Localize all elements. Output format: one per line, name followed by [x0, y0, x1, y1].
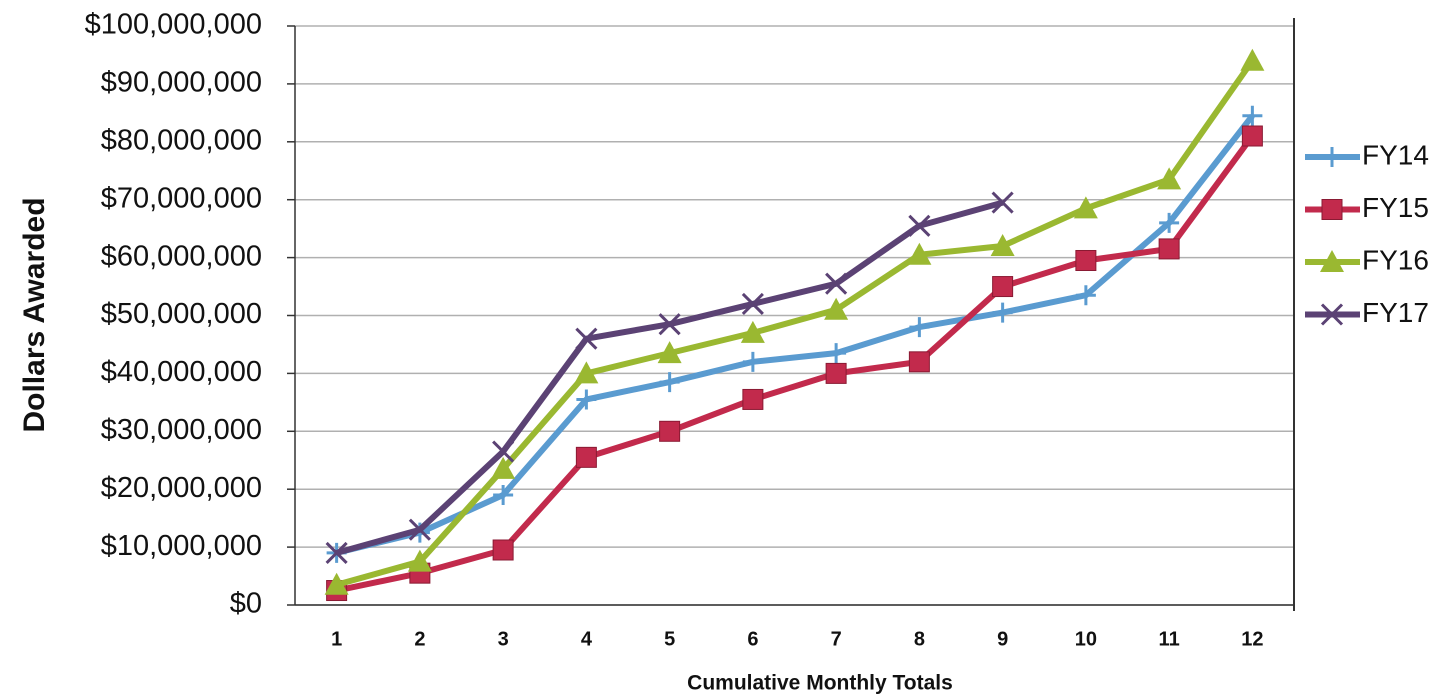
- marker: [1240, 48, 1265, 71]
- x-tick-label: 3: [498, 628, 509, 650]
- x-tick-label: 4: [581, 628, 593, 650]
- marker: [990, 234, 1015, 257]
- marker: [491, 456, 516, 479]
- y-tick-label: $70,000,000: [101, 182, 262, 214]
- x-tick-label: 9: [997, 628, 1008, 650]
- marker: [742, 388, 764, 410]
- x-tick-label: 5: [664, 628, 675, 650]
- marker: [574, 361, 599, 384]
- marker: [324, 572, 349, 595]
- marker: [659, 372, 680, 393]
- legend-label: FY14: [1362, 139, 1429, 170]
- marker: [992, 302, 1013, 323]
- marker: [824, 297, 849, 320]
- x-tick-label: 10: [1075, 628, 1097, 650]
- marker: [1241, 125, 1263, 147]
- marker: [1157, 167, 1182, 190]
- x-tick-label: 8: [914, 628, 925, 650]
- marker: [908, 214, 931, 237]
- marker: [575, 327, 598, 350]
- legend-label: FY16: [1362, 244, 1429, 275]
- y-tick-label: $30,000,000: [101, 414, 262, 446]
- marker: [991, 191, 1014, 214]
- marker: [909, 317, 930, 338]
- x-tick-label: 6: [747, 628, 758, 650]
- series-line: [335, 59, 1255, 588]
- y-tick-label: $90,000,000: [101, 67, 262, 99]
- x-tick-label: 1: [331, 628, 342, 650]
- marker: [658, 313, 681, 336]
- y-tick-label: $40,000,000: [101, 356, 262, 388]
- y-axis-label: Dollars Awarded: [18, 197, 51, 432]
- y-tick-label: $0: [230, 588, 262, 620]
- series-line: [335, 113, 1255, 556]
- y-tick-label: $80,000,000: [101, 124, 262, 156]
- marker: [575, 446, 597, 468]
- legend-marker: [1321, 199, 1343, 220]
- y-tick-label: $60,000,000: [101, 240, 262, 272]
- marker: [826, 343, 847, 364]
- marker: [1075, 285, 1096, 306]
- marker: [740, 320, 765, 343]
- x-tick-label: 12: [1241, 628, 1263, 650]
- marker: [1073, 196, 1098, 219]
- legend-marker: [1320, 303, 1344, 326]
- x-tick-label: 2: [414, 628, 425, 650]
- marker: [408, 518, 431, 541]
- marker: [825, 362, 847, 384]
- marker: [657, 341, 682, 364]
- marker: [907, 242, 932, 265]
- marker: [659, 420, 681, 442]
- marker: [825, 272, 848, 295]
- marker: [1159, 212, 1180, 233]
- x-tick-label: 7: [831, 628, 842, 650]
- legend-marker: [1320, 250, 1344, 272]
- marker: [493, 484, 514, 505]
- marker: [407, 549, 432, 572]
- marker: [325, 541, 348, 564]
- legend-label: FY15: [1362, 192, 1429, 223]
- series-line: [336, 134, 1255, 594]
- marker: [576, 389, 597, 410]
- marker: [742, 351, 763, 372]
- legend-label: FY17: [1362, 297, 1429, 328]
- x-axis-label: Cumulative Monthly Totals: [687, 672, 953, 695]
- y-tick-label: $50,000,000: [101, 298, 262, 330]
- marker: [741, 292, 764, 315]
- y-tick-label: $100,000,000: [85, 9, 262, 41]
- marker: [1242, 105, 1263, 126]
- x-tick-label: 11: [1159, 628, 1180, 650]
- marker: [1158, 238, 1180, 260]
- y-tick-label: $10,000,000: [101, 530, 262, 562]
- marker: [492, 539, 514, 561]
- marker: [492, 440, 515, 463]
- marker: [1075, 249, 1097, 271]
- legend-marker: [1322, 147, 1342, 167]
- y-tick-label: $20,000,000: [101, 472, 262, 504]
- marker: [992, 276, 1014, 298]
- marker: [908, 351, 930, 373]
